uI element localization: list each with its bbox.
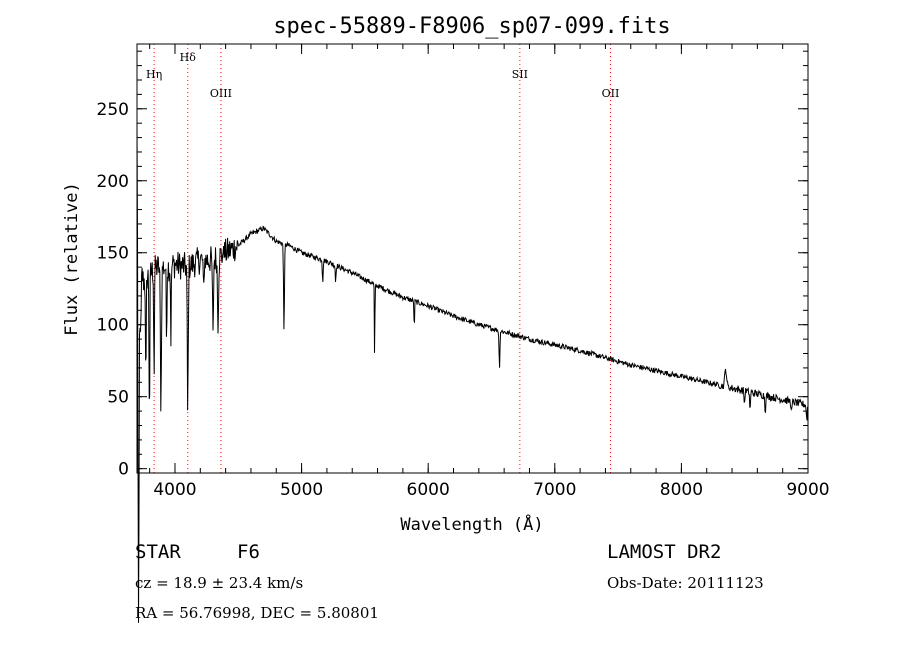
y-tick-label: 200 xyxy=(97,172,129,192)
x-tick-label: 6000 xyxy=(407,480,450,500)
x-tick-label: 4000 xyxy=(153,480,196,500)
object-type: STAR xyxy=(135,541,181,563)
x-axis-label: Wavelength (Å) xyxy=(400,513,543,535)
reference-line-label: OIII xyxy=(210,87,232,100)
spectrum-line xyxy=(136,126,809,623)
x-tick-label: 5000 xyxy=(280,480,323,500)
y-tick-label: 50 xyxy=(107,388,129,408)
x-tick-label: 9000 xyxy=(786,480,829,500)
y-tick-label: 100 xyxy=(97,316,129,336)
observation-date: Obs-Date: 20111123 xyxy=(607,574,764,592)
reference-line-label: Hη xyxy=(146,68,162,81)
axis-ticks: 4000 5000 6000 7000 8000 9000 0 50 100 150 200 250 xyxy=(97,44,830,500)
reference-lines: Hη Hδ OIII SII OII xyxy=(146,44,619,473)
y-tick-label: 150 xyxy=(97,244,129,264)
x-tick-label: 8000 xyxy=(660,480,703,500)
plot-frame xyxy=(136,43,809,474)
x-tick-label: 7000 xyxy=(533,480,576,500)
object-subclass: F6 xyxy=(237,541,260,563)
y-tick-label: 250 xyxy=(97,100,129,120)
y-axis-label: Flux (relative) xyxy=(62,182,82,336)
redshift-readout: cz = 18.9 ± 23.4 km/s xyxy=(135,574,304,592)
survey-name: LAMOST DR2 xyxy=(607,541,722,563)
reference-line-label: OII xyxy=(602,87,620,100)
y-tick-label: 0 xyxy=(118,460,129,480)
chart-title: spec-55889-F8906_sp07-099.fits xyxy=(273,14,670,39)
reference-line-label: SII xyxy=(512,68,528,81)
reference-line-label: Hδ xyxy=(180,51,197,64)
coordinates-readout: RA = 56.76998, DEC = 5.80801 xyxy=(135,604,379,622)
